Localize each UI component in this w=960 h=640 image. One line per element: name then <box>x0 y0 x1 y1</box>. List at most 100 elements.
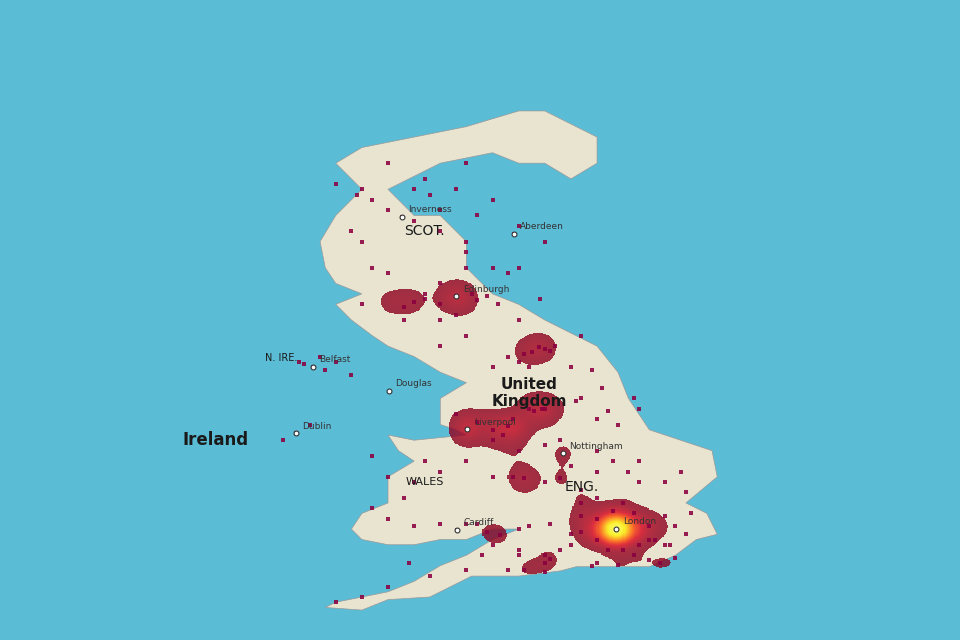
Point <box>506 228 521 239</box>
Point <box>396 302 411 312</box>
Point <box>615 498 631 508</box>
Point <box>485 262 500 273</box>
Text: Dublin: Dublin <box>302 422 331 431</box>
Point <box>433 205 448 216</box>
Point <box>600 406 615 417</box>
Point <box>433 278 448 289</box>
Point <box>459 331 474 341</box>
Point <box>460 424 475 435</box>
Text: Cardiff: Cardiff <box>464 518 493 527</box>
Point <box>480 291 495 301</box>
Point <box>448 291 464 301</box>
Polygon shape <box>320 111 717 610</box>
Point <box>495 430 511 440</box>
Point <box>492 530 508 540</box>
Point <box>344 226 359 236</box>
Point <box>417 294 432 304</box>
Point <box>328 179 344 189</box>
Point <box>600 545 615 555</box>
Point <box>354 184 370 195</box>
Point <box>380 582 396 592</box>
Point <box>668 553 684 563</box>
Point <box>626 508 641 518</box>
Point <box>380 268 396 278</box>
Point <box>500 564 516 575</box>
Point <box>365 503 380 513</box>
Point <box>647 534 662 545</box>
Point <box>380 472 396 482</box>
Point <box>611 559 626 570</box>
Point <box>459 564 474 575</box>
Point <box>658 540 673 550</box>
Text: Aberdeen: Aberdeen <box>520 222 564 231</box>
Point <box>537 550 552 561</box>
Point <box>500 420 516 431</box>
Point <box>652 558 667 568</box>
Point <box>537 567 552 577</box>
Point <box>537 477 552 487</box>
Point <box>564 529 579 540</box>
Point <box>276 435 291 445</box>
Text: Ireland: Ireland <box>182 431 249 449</box>
Text: London: London <box>623 517 656 526</box>
Point <box>433 519 448 529</box>
Point <box>485 540 500 550</box>
Point <box>448 184 464 195</box>
Point <box>396 315 411 325</box>
Point <box>574 527 589 537</box>
Point <box>521 522 537 532</box>
Point <box>574 393 589 404</box>
Point <box>605 506 620 516</box>
Point <box>469 295 485 305</box>
Point <box>354 237 370 247</box>
Point <box>605 456 620 467</box>
Text: WALES: WALES <box>405 477 444 487</box>
Point <box>485 435 500 445</box>
Point <box>480 527 495 537</box>
Point <box>354 300 370 310</box>
Point <box>318 365 333 375</box>
Point <box>417 289 432 299</box>
Point <box>469 417 485 427</box>
Point <box>485 472 500 482</box>
Point <box>292 356 307 367</box>
Point <box>547 341 563 351</box>
Point <box>406 216 421 226</box>
Point <box>395 211 410 221</box>
Point <box>459 158 474 168</box>
Point <box>422 189 438 200</box>
Point <box>542 519 558 529</box>
Point <box>365 451 380 461</box>
Point <box>678 488 693 498</box>
Text: SCOT.: SCOT. <box>404 224 444 238</box>
Point <box>459 247 474 257</box>
Point <box>433 300 448 310</box>
Text: Belfast: Belfast <box>320 355 351 364</box>
Point <box>537 404 552 414</box>
Point <box>564 461 579 472</box>
Point <box>511 221 526 231</box>
Point <box>553 545 568 555</box>
Point <box>511 550 526 561</box>
Point <box>568 396 584 406</box>
Point <box>511 445 526 456</box>
Point <box>524 348 540 358</box>
Point <box>511 315 526 325</box>
Text: Nottingham: Nottingham <box>569 442 623 451</box>
Point <box>433 315 448 325</box>
Point <box>516 473 532 483</box>
Point <box>506 414 521 424</box>
Point <box>658 511 673 521</box>
Point <box>406 296 421 307</box>
Point <box>511 545 526 555</box>
Point <box>506 472 521 482</box>
Point <box>589 493 605 503</box>
Point <box>297 359 312 369</box>
Point <box>464 289 479 299</box>
Point <box>516 349 532 359</box>
Point <box>459 237 474 247</box>
Point <box>641 534 657 545</box>
Point <box>490 300 505 310</box>
Text: United
Kingdom: United Kingdom <box>492 377 566 410</box>
Point <box>537 440 552 451</box>
